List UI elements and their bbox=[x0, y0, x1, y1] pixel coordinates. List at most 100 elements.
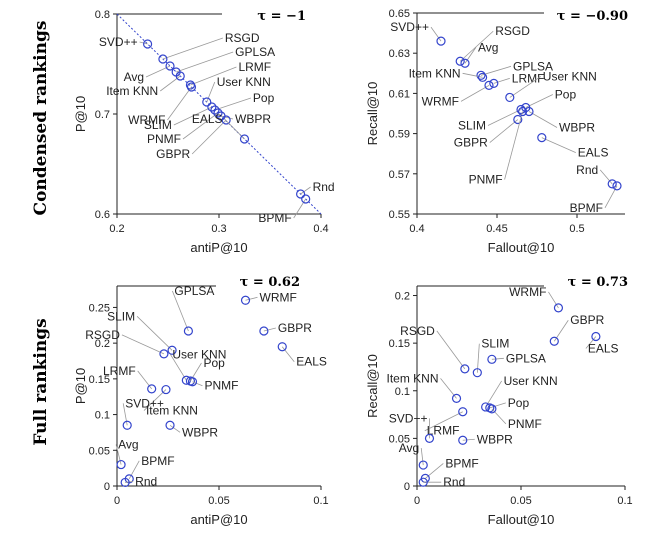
point-slim bbox=[167, 345, 177, 355]
point-gplsa bbox=[487, 354, 497, 364]
point-user-knn bbox=[505, 92, 515, 103]
x-tick-label: 0.1 bbox=[617, 495, 632, 507]
row-label-condensed: Condensed rankings bbox=[31, 21, 51, 216]
point-pnmf bbox=[487, 404, 497, 414]
point-label-avg: Avg bbox=[399, 441, 419, 455]
x-tick-label: 0.1 bbox=[313, 495, 328, 507]
leader-line-rsgd bbox=[436, 330, 466, 370]
point-user-knn bbox=[202, 97, 212, 107]
y-tick-label: 0.25 bbox=[89, 302, 110, 314]
point-user-knn bbox=[481, 402, 491, 412]
y-tick-label: 0.7 bbox=[95, 109, 110, 121]
point-avg bbox=[460, 58, 470, 68]
leader-line-avg bbox=[115, 444, 122, 465]
point-label-gbpr: GBPR bbox=[570, 313, 604, 327]
leader-line-eals bbox=[224, 118, 245, 140]
point-label-gplsa: GPLSA bbox=[513, 59, 553, 73]
point-label-slim: SLIM bbox=[107, 309, 135, 323]
point-label-bpmf: BPMF bbox=[141, 454, 174, 468]
leader-line-wbpr bbox=[462, 438, 475, 441]
point-wbpr bbox=[458, 435, 468, 445]
y-tick-label: 0.15 bbox=[389, 338, 410, 350]
point-label-avg: Avg bbox=[118, 438, 138, 452]
leader-line-bpmf bbox=[128, 460, 140, 480]
point-label-eals: EALS bbox=[192, 112, 223, 126]
point-eals bbox=[591, 331, 601, 342]
y-tick-label: 0.59 bbox=[389, 129, 410, 141]
point-label-item-knn: Item KNN bbox=[106, 84, 158, 98]
point-pnmf bbox=[187, 377, 198, 387]
point-avg bbox=[116, 459, 126, 470]
y-tick-label: 0.2 bbox=[395, 291, 410, 303]
y-axis-label: Recall@10 bbox=[365, 82, 380, 146]
y-tick-label: 0.65 bbox=[389, 8, 410, 20]
point-label-gbpr: GBPR bbox=[156, 147, 190, 161]
point-gbpr bbox=[549, 336, 559, 346]
point-label-eals: EALS bbox=[578, 146, 609, 160]
leader-line-rnd bbox=[599, 169, 613, 185]
point-label-slim: SLIM bbox=[481, 337, 509, 351]
x-tick-label: 0.2 bbox=[109, 223, 124, 235]
point-label-lrmf: LRMF bbox=[512, 71, 545, 85]
leader-line-pnmf bbox=[182, 112, 219, 140]
y-tick-label: 0.2 bbox=[95, 338, 110, 350]
point-avg bbox=[165, 61, 175, 71]
point-rsgd bbox=[455, 56, 465, 66]
x-tick-label: 0.4 bbox=[313, 223, 328, 235]
point-rsgd bbox=[158, 54, 168, 64]
point-label-eals: EALS bbox=[588, 341, 619, 355]
point-label-pnmf: PNMF bbox=[147, 132, 181, 146]
point-wrmf bbox=[484, 80, 494, 90]
point-lrmf bbox=[147, 384, 157, 394]
y-tick-label: 0.1 bbox=[395, 386, 410, 398]
x-tick-label: 0.5 bbox=[569, 223, 584, 235]
leader-line-pop bbox=[489, 402, 506, 409]
point-label-bpmf: BPMF bbox=[570, 201, 603, 215]
leader-line-user-knn bbox=[206, 81, 216, 103]
leader-line-avg bbox=[464, 47, 477, 64]
y-tick-label: 0.05 bbox=[389, 433, 410, 445]
leader-line-pnmf bbox=[504, 111, 523, 180]
leader-line-slim bbox=[487, 109, 522, 126]
point-item-knn bbox=[161, 384, 171, 395]
point-gbpr bbox=[221, 115, 231, 125]
leader-line-rsgd bbox=[162, 37, 224, 60]
point-label-item-knn: Item KNN bbox=[146, 404, 198, 418]
x-axis-label: antiP@10 bbox=[190, 240, 247, 255]
leader-line-wrmf bbox=[245, 296, 258, 301]
y-axis-label: P@10 bbox=[73, 368, 88, 404]
point-slim bbox=[207, 102, 217, 112]
leader-line-gplsa bbox=[491, 357, 504, 360]
point-label-wbpr: WBPR bbox=[477, 432, 513, 446]
leader-line-rsgd bbox=[121, 334, 165, 355]
point-label-wbpr: WBPR bbox=[559, 120, 595, 134]
y-tick-label: 0.15 bbox=[89, 374, 110, 386]
x-tick-label: 0.45 bbox=[486, 223, 507, 235]
point-label-rnd: Rnd bbox=[443, 475, 465, 489]
chart-panel-full-precision: 0 0.05 0.1 0 0.05 0.1 0.15 0.2 0.25 antiP@10 P@10 τ… bbox=[73, 275, 329, 527]
chart-panel-condensed-recall: 0.4 0.45 0.5 0.55 0.57 0.59 0.61 0.63 0.65 Fallou… bbox=[365, 8, 628, 255]
point-rsgd bbox=[159, 349, 169, 359]
point-slim bbox=[472, 368, 482, 378]
leader-line-lrmf bbox=[190, 66, 237, 86]
point-label-gplsa: GPLSA bbox=[235, 45, 275, 59]
y-tick-label: 0.61 bbox=[389, 88, 410, 100]
leader-line-lrmf bbox=[424, 411, 463, 432]
leader-line-wrmf bbox=[460, 85, 490, 102]
point-label-pnmf: PNMF bbox=[469, 172, 503, 186]
y-axis-label: Recall@10 bbox=[365, 354, 380, 418]
point-svd bbox=[122, 420, 132, 430]
point-label-pop: Pop bbox=[203, 356, 225, 370]
leader-line-gbpr bbox=[191, 119, 227, 155]
x-tick-label: 0.05 bbox=[208, 495, 229, 507]
point-label-gplsa: GPLSA bbox=[506, 351, 546, 365]
leader-line-item-knn bbox=[462, 72, 483, 78]
point-label-rsgd: RSGD bbox=[400, 324, 435, 338]
point-item-knn bbox=[478, 72, 488, 82]
point-rsgd bbox=[460, 364, 470, 374]
y-axis-label: P@10 bbox=[73, 96, 88, 132]
point-label-wrmf: WRMF bbox=[260, 290, 297, 304]
leader-line-wbpr bbox=[169, 424, 181, 433]
point-pnmf bbox=[213, 108, 223, 118]
